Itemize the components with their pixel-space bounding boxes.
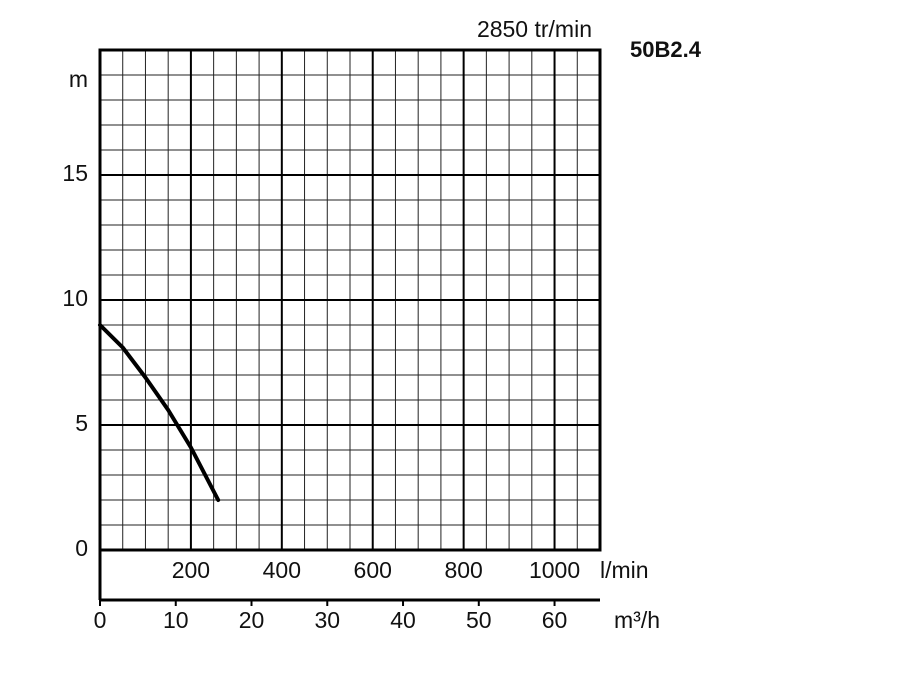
y-tick-label: 5	[75, 410, 88, 436]
pump-curve	[98, 323, 221, 502]
x2-tick-label: 20	[239, 607, 265, 633]
x2-tick-label: 50	[466, 607, 492, 633]
x2-axis-label: m³/h	[614, 607, 660, 633]
x2-tick-label: 0	[94, 607, 107, 633]
x2-tick-label: 40	[390, 607, 416, 633]
x-tick-label: 600	[354, 557, 392, 583]
x-tick-label: 1000	[529, 557, 580, 583]
chart-title: 50B2.4	[630, 37, 702, 62]
plot-frame	[98, 48, 602, 552]
x-axis-label: l/min	[600, 557, 649, 583]
y-tick-label: 10	[62, 285, 88, 311]
x-tick-label: 200	[172, 557, 210, 583]
x-tick-label: 800	[444, 557, 482, 583]
chart-subtitle: 2850 tr/min	[477, 16, 592, 42]
x-tick-label: 400	[263, 557, 301, 583]
y-tick-label: 15	[62, 160, 88, 186]
x2-tick-label: 10	[163, 607, 189, 633]
y-axis-label: m	[69, 66, 88, 92]
x2-tick-label: 30	[314, 607, 340, 633]
y-tick-label: 0	[75, 535, 88, 561]
x2-tick-label: 60	[542, 607, 568, 633]
